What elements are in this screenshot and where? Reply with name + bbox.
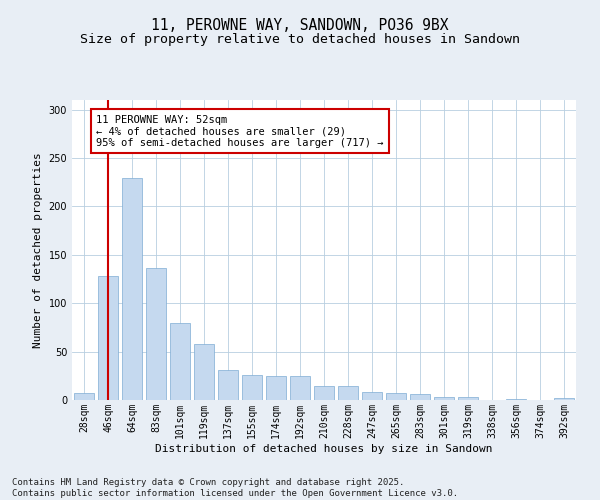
Bar: [146, 268, 166, 400]
Bar: [314, 386, 334, 400]
X-axis label: Distribution of detached houses by size in Sandown: Distribution of detached houses by size …: [155, 444, 493, 454]
Text: Contains HM Land Registry data © Crown copyright and database right 2025.
Contai: Contains HM Land Registry data © Crown c…: [12, 478, 458, 498]
Bar: [362, 392, 382, 400]
Bar: [266, 376, 286, 400]
Bar: [98, 276, 118, 400]
Bar: [242, 375, 262, 400]
Bar: [170, 322, 190, 400]
Bar: [290, 376, 310, 400]
Text: 11, PEROWNE WAY, SANDOWN, PO36 9BX: 11, PEROWNE WAY, SANDOWN, PO36 9BX: [151, 18, 449, 32]
Bar: [74, 393, 94, 400]
Bar: [554, 398, 574, 400]
Bar: [338, 386, 358, 400]
Text: 11 PEROWNE WAY: 52sqm
← 4% of detached houses are smaller (29)
95% of semi-detac: 11 PEROWNE WAY: 52sqm ← 4% of detached h…: [96, 114, 383, 148]
Bar: [218, 370, 238, 400]
Bar: [434, 397, 454, 400]
Bar: [122, 178, 142, 400]
Y-axis label: Number of detached properties: Number of detached properties: [33, 152, 43, 348]
Bar: [458, 397, 478, 400]
Bar: [386, 393, 406, 400]
Bar: [410, 394, 430, 400]
Text: Size of property relative to detached houses in Sandown: Size of property relative to detached ho…: [80, 32, 520, 46]
Bar: [506, 399, 526, 400]
Bar: [194, 344, 214, 400]
